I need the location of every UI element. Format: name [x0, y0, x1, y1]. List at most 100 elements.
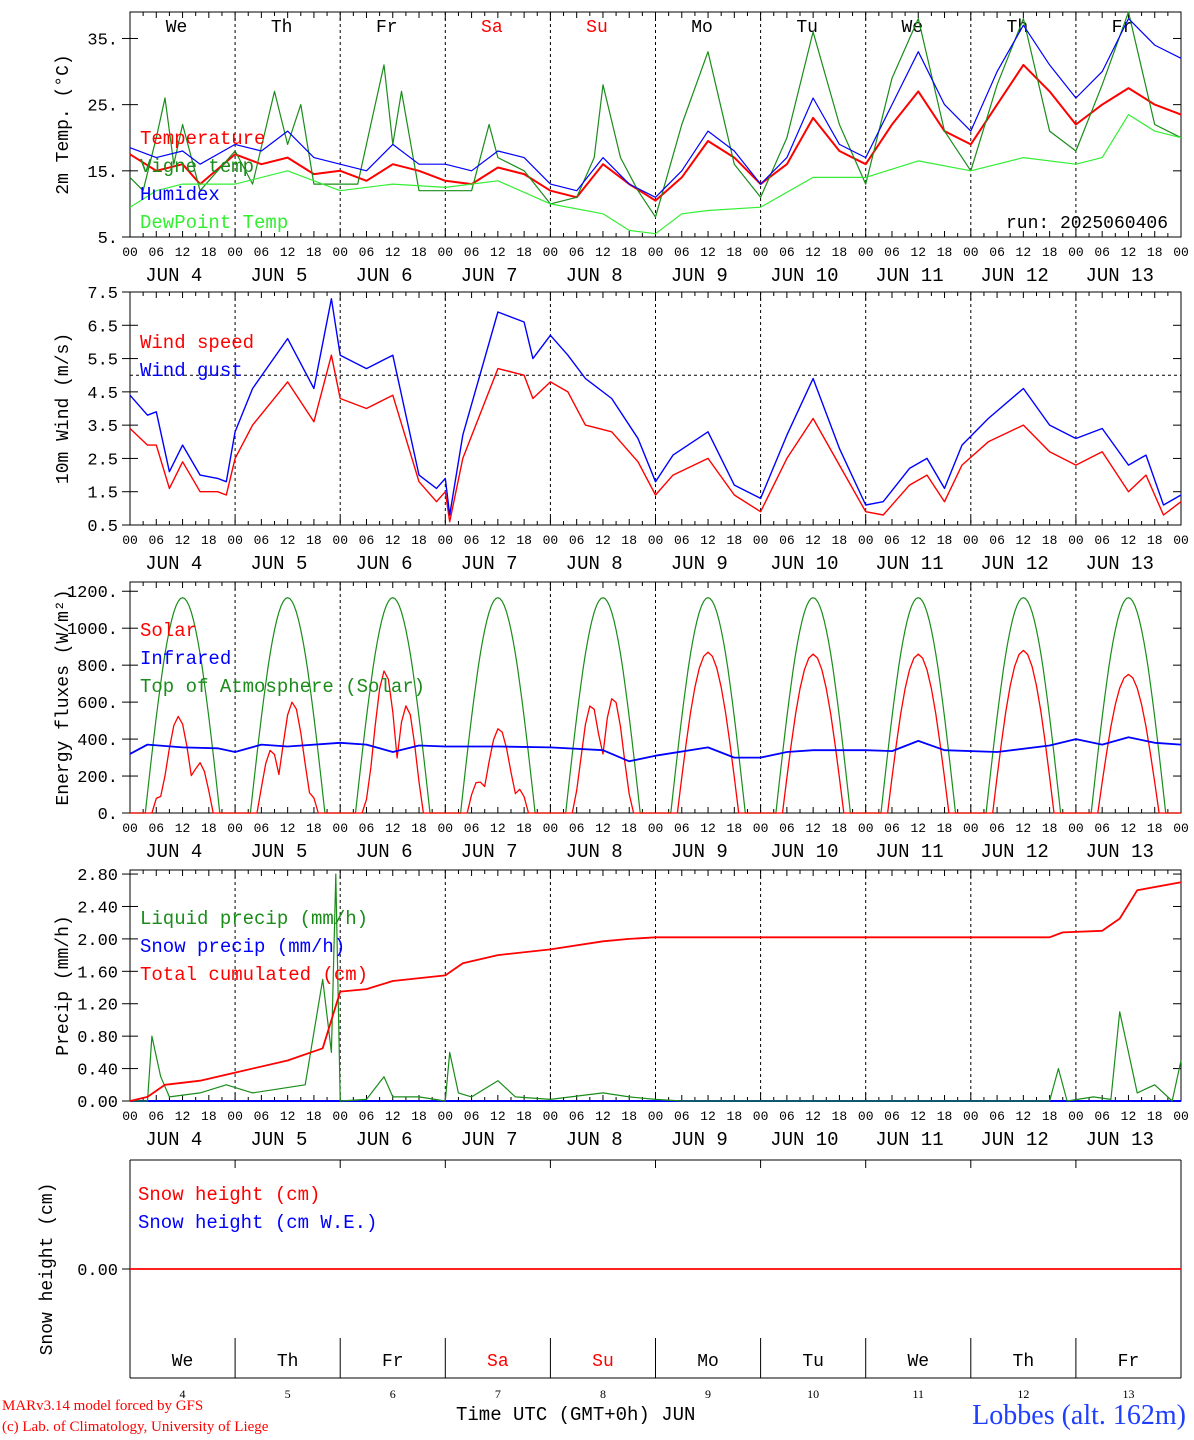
hour-tick-label: 06: [254, 821, 270, 836]
hour-tick-label: 06: [884, 1109, 900, 1124]
station-name: Lobbes (alt. 162m): [972, 1400, 1186, 1431]
panel-2: 0.5 1.5 2.5 3.5 4.5 5.5 6.5 7.5 10m Wind (m/s) Wi…: [54, 285, 1189, 575]
date-label: JUN 6: [355, 265, 412, 287]
hour-tick-label: 18: [832, 533, 848, 548]
day-number: 6: [390, 1387, 396, 1401]
hour-tick-label: 00: [437, 245, 453, 260]
date-label: JUN 4: [145, 553, 202, 575]
y-tick-label: 25.: [87, 98, 118, 117]
y-axis-label: Energy fluxes (W/m²): [54, 589, 74, 805]
date-label: JUN 10: [770, 265, 838, 287]
y-tick-label: 5.: [98, 230, 118, 249]
hour-tick-label: 06: [989, 533, 1005, 548]
hour-tick-label: 06: [148, 1109, 164, 1124]
hour-tick-label: 18: [1042, 533, 1058, 548]
date-label: JUN 8: [566, 1129, 623, 1151]
hour-tick-label: 12: [1016, 1109, 1032, 1124]
y-tick-label: 35.: [87, 31, 118, 50]
date-label: JUN 6: [355, 553, 412, 575]
series-total: [129, 881, 1182, 1102]
hour-tick-label: 18: [937, 245, 953, 260]
hour-tick-label: 06: [989, 1109, 1005, 1124]
legend-entry: Snow precip (mm/h): [140, 936, 345, 958]
weekday-label-bottom: We: [907, 1352, 929, 1372]
hour-tick-label: 18: [1147, 1109, 1163, 1124]
hour-tick-label: 12: [490, 245, 506, 260]
model-credit: MARv3.14 model forced by GFS: [2, 1398, 204, 1414]
hour-tick-label: 12: [1121, 533, 1137, 548]
date-label: JUN 5: [250, 1129, 307, 1151]
hour-tick-label: 00: [437, 1109, 453, 1124]
hour-tick-label: 06: [254, 1109, 270, 1124]
weekday-label: Tu: [796, 18, 818, 38]
date-label: JUN 4: [145, 841, 202, 863]
legend-entry: Infrared: [140, 648, 231, 670]
series-temperature: [129, 63, 1182, 202]
hour-tick-label: 18: [516, 245, 532, 260]
hour-tick-label: 18: [937, 1109, 953, 1124]
hour-tick-label: 12: [910, 533, 926, 548]
date-label: JUN 9: [671, 265, 728, 287]
hour-tick-label: 06: [254, 245, 270, 260]
hour-tick-label: 00: [1173, 821, 1189, 836]
hour-tick-label: 06: [569, 821, 585, 836]
hour-tick-label: 12: [175, 1109, 191, 1124]
weekday-label: Fr: [376, 18, 398, 38]
series-liquid: [130, 873, 1182, 1102]
day-number: 9: [705, 1387, 711, 1401]
weekday-label-bottom: Tu: [802, 1352, 824, 1372]
date-label: JUN 5: [250, 841, 307, 863]
hour-tick-label: 18: [621, 1109, 637, 1124]
date-label: JUN 8: [566, 841, 623, 863]
y-tick-label: 400.: [77, 732, 118, 751]
hour-tick-label: 18: [727, 1109, 743, 1124]
hour-tick-label: 00: [963, 245, 979, 260]
hour-tick-label: 06: [148, 821, 164, 836]
weekday-label-bottom: Sa: [487, 1352, 509, 1372]
hour-tick-label: 00: [648, 533, 664, 548]
date-label: JUN 4: [145, 1129, 202, 1151]
hour-tick-label: 18: [727, 533, 743, 548]
hour-tick-label: 18: [306, 821, 322, 836]
hour-tick-label: 12: [280, 245, 296, 260]
legend-entry: Vigne temp: [140, 156, 254, 178]
y-tick-label: 1000.: [67, 621, 118, 640]
hour-tick-label: 06: [884, 821, 900, 836]
hour-tick-label: 18: [1147, 533, 1163, 548]
hour-tick-label: 12: [910, 821, 926, 836]
hour-tick-label: 06: [254, 533, 270, 548]
date-label: JUN 8: [566, 265, 623, 287]
hour-tick-label: 18: [306, 1109, 322, 1124]
panel-4: 0.00 0.40 0.80 1.20 1.60 2.00 2.40 2.80 Precip (…: [54, 867, 1189, 1151]
hour-tick-label: 06: [989, 245, 1005, 260]
legend-entry: Liquid precip (mm/h): [140, 908, 368, 930]
hour-tick-label: 12: [175, 245, 191, 260]
hour-tick-label: 00: [227, 821, 243, 836]
day-number: 8: [600, 1387, 606, 1401]
hour-tick-label: 00: [753, 821, 769, 836]
date-label: JUN 10: [770, 841, 838, 863]
y-tick-label: 3.5: [87, 418, 118, 437]
hour-tick-label: 06: [989, 821, 1005, 836]
hour-tick-label: 00: [1173, 1109, 1189, 1124]
hour-tick-label: 00: [753, 1109, 769, 1124]
hour-tick-label: 18: [411, 1109, 427, 1124]
hour-tick-label: 12: [175, 821, 191, 836]
y-tick-label: 7.5: [87, 285, 118, 304]
hour-tick-label: 12: [595, 245, 611, 260]
date-label: JUN 13: [1085, 841, 1153, 863]
hour-tick-label: 00: [753, 245, 769, 260]
hour-tick-label: 12: [280, 821, 296, 836]
date-label: JUN 7: [461, 553, 518, 575]
hour-tick-label: 00: [437, 533, 453, 548]
lab-credit: (c) Lab. of Climatology, University of L…: [2, 1419, 269, 1435]
hour-tick-label: 12: [700, 533, 716, 548]
hour-tick-label: 06: [464, 1109, 480, 1124]
hour-tick-label: 12: [910, 1109, 926, 1124]
hour-tick-label: 18: [832, 821, 848, 836]
hour-tick-label: 06: [674, 1109, 690, 1124]
hour-tick-label: 12: [805, 1109, 821, 1124]
hour-tick-label: 18: [832, 245, 848, 260]
hour-tick-label: 12: [1121, 245, 1137, 260]
